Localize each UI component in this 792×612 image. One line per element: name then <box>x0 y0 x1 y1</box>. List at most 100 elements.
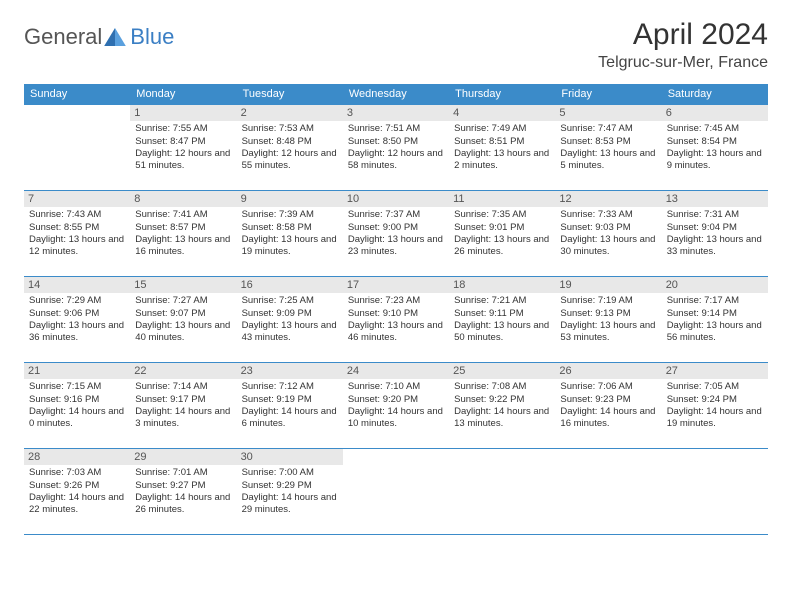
day-number: 30 <box>237 449 343 465</box>
calendar-day-cell: 12Sunrise: 7:33 AMSunset: 9:03 PMDayligh… <box>555 191 661 277</box>
day-info: Sunrise: 7:33 AMSunset: 9:03 PMDaylight:… <box>560 209 656 258</box>
calendar-day-cell: 1 Sunrise: 7:55 AMSunset: 8:47 PMDaylight… <box>130 105 236 191</box>
day-info: Sunrise: 7:39 AMSunset: 8:58 PMDaylight:… <box>242 209 338 258</box>
calendar-day-cell: 18 Sunrise: 7:21 AMSunset: 9:11 PMDayligh… <box>449 277 555 363</box>
logo-text-general: General <box>24 24 102 50</box>
logo-text-blue: Blue <box>130 24 174 50</box>
day-number: 11 <box>449 191 555 207</box>
day-info: Sunrise: 7:51 AMSunset: 8:50 PMDaylight:… <box>348 123 444 172</box>
weekday-header-row: SundayMondayTuesdayWednesdayThursdayFrid… <box>24 84 768 105</box>
day-info: Sunrise: 7:31 AMSunset: 9:04 PMDaylight:… <box>667 209 763 258</box>
day-info: Sunrise: 7:35 AMSunset: 9:01 PMDaylight:… <box>454 209 550 258</box>
day-number: 28 <box>24 449 130 465</box>
weekday-header: Thursday <box>449 84 555 105</box>
day-number: 26 <box>555 363 661 379</box>
weekday-header: Wednesday <box>343 84 449 105</box>
calendar-day-cell: 25 Sunrise: 7:08 AMSunset: 9:22 PMDayligh… <box>449 363 555 449</box>
day-info: Sunrise: 7:05 AMSunset: 9:24 PMDaylight:… <box>667 381 763 430</box>
calendar-day-cell: 29 Sunrise: 7:01 AMSunset: 9:27 PMDayligh… <box>130 449 236 535</box>
day-info: Sunrise: 7:23 AMSunset: 9:10 PMDaylight:… <box>348 295 444 344</box>
calendar-empty-cell <box>343 449 449 535</box>
day-info: Sunrise: 7:06 AMSunset: 9:23 PMDaylight:… <box>560 381 656 430</box>
logo-triangle-icon <box>104 28 126 46</box>
day-number: 6 <box>662 105 768 121</box>
day-number: 21 <box>24 363 130 379</box>
calendar-day-cell: 26 Sunrise: 7:06 AMSunset: 9:23 PMDayligh… <box>555 363 661 449</box>
day-number: 10 <box>343 191 449 207</box>
calendar-day-cell: 15Sunrise: 7:27 AMSunset: 9:07 PMDayligh… <box>130 277 236 363</box>
weekday-header: Monday <box>130 84 236 105</box>
calendar-week-row: 1 Sunrise: 7:55 AMSunset: 8:47 PMDaylight… <box>24 105 768 191</box>
calendar-day-cell: 30 Sunrise: 7:00 AMSunset: 9:29 PMDayligh… <box>237 449 343 535</box>
day-info: Sunrise: 7:00 AMSunset: 9:29 PMDaylight:… <box>242 467 338 516</box>
calendar-day-cell: 16 Sunrise: 7:25 AMSunset: 9:09 PMDayligh… <box>237 277 343 363</box>
day-number: 18 <box>449 277 555 293</box>
calendar-day-cell: 19Sunrise: 7:19 AMSunset: 9:13 PMDayligh… <box>555 277 661 363</box>
day-number: 7 <box>24 191 130 207</box>
calendar-day-cell: 21 Sunrise: 7:15 AMSunset: 9:16 PMDayligh… <box>24 363 130 449</box>
day-info: Sunrise: 7:08 AMSunset: 9:22 PMDaylight:… <box>454 381 550 430</box>
day-number: 14 <box>24 277 130 293</box>
calendar-day-cell: 6 Sunrise: 7:45 AMSunset: 8:54 PMDaylight… <box>662 105 768 191</box>
day-number: 8 <box>130 191 236 207</box>
weekday-header: Tuesday <box>237 84 343 105</box>
day-info: Sunrise: 7:21 AMSunset: 9:11 PMDaylight:… <box>454 295 550 344</box>
day-info: Sunrise: 7:10 AMSunset: 9:20 PMDaylight:… <box>348 381 444 430</box>
calendar-day-cell: 23Sunrise: 7:12 AMSunset: 9:19 PMDayligh… <box>237 363 343 449</box>
calendar-day-cell: 22Sunrise: 7:14 AMSunset: 9:17 PMDayligh… <box>130 363 236 449</box>
day-number: 25 <box>449 363 555 379</box>
day-number: 9 <box>237 191 343 207</box>
calendar-day-cell: 11 Sunrise: 7:35 AMSunset: 9:01 PMDayligh… <box>449 191 555 277</box>
calendar-day-cell: 28 Sunrise: 7:03 AMSunset: 9:26 PMDayligh… <box>24 449 130 535</box>
calendar-day-cell: 8Sunrise: 7:41 AMSunset: 8:57 PMDaylight… <box>130 191 236 277</box>
weekday-header: Friday <box>555 84 661 105</box>
day-info: Sunrise: 7:29 AMSunset: 9:06 PMDaylight:… <box>29 295 125 344</box>
calendar-empty-cell <box>449 449 555 535</box>
day-number: 5 <box>555 105 661 121</box>
day-number: 3 <box>343 105 449 121</box>
weekday-header: Saturday <box>662 84 768 105</box>
day-info: Sunrise: 7:19 AMSunset: 9:13 PMDaylight:… <box>560 295 656 344</box>
day-info: Sunrise: 7:49 AMSunset: 8:51 PMDaylight:… <box>454 123 550 172</box>
day-info: Sunrise: 7:27 AMSunset: 9:07 PMDaylight:… <box>135 295 231 344</box>
weekday-header: Sunday <box>24 84 130 105</box>
day-number: 22 <box>130 363 236 379</box>
day-number: 16 <box>237 277 343 293</box>
day-info: Sunrise: 7:45 AMSunset: 8:54 PMDaylight:… <box>667 123 763 172</box>
month-title: April 2024 <box>598 18 768 52</box>
calendar-empty-cell <box>555 449 661 535</box>
title-block: April 2024 Telgruc-sur-Mer, France <box>598 18 768 72</box>
calendar-day-cell: 3 Sunrise: 7:51 AMSunset: 8:50 PMDaylight… <box>343 105 449 191</box>
day-info: Sunrise: 7:01 AMSunset: 9:27 PMDaylight:… <box>135 467 231 516</box>
day-info: Sunrise: 7:47 AMSunset: 8:53 PMDaylight:… <box>560 123 656 172</box>
day-info: Sunrise: 7:15 AMSunset: 9:16 PMDaylight:… <box>29 381 125 430</box>
calendar-day-cell: 17 Sunrise: 7:23 AMSunset: 9:10 PMDayligh… <box>343 277 449 363</box>
day-number: 1 <box>130 105 236 121</box>
calendar-day-cell: 7Sunrise: 7:43 AMSunset: 8:55 PMDaylight… <box>24 191 130 277</box>
day-info: Sunrise: 7:03 AMSunset: 9:26 PMDaylight:… <box>29 467 125 516</box>
calendar-day-cell: 27Sunrise: 7:05 AMSunset: 9:24 PMDayligh… <box>662 363 768 449</box>
calendar-day-cell: 10 Sunrise: 7:37 AMSunset: 9:00 PMDayligh… <box>343 191 449 277</box>
calendar-day-cell: 13Sunrise: 7:31 AMSunset: 9:04 PMDayligh… <box>662 191 768 277</box>
day-info: Sunrise: 7:55 AMSunset: 8:47 PMDaylight:… <box>135 123 231 172</box>
calendar-day-cell: 24 Sunrise: 7:10 AMSunset: 9:20 PMDayligh… <box>343 363 449 449</box>
calendar-day-cell: 14 Sunrise: 7:29 AMSunset: 9:06 PMDayligh… <box>24 277 130 363</box>
day-info: Sunrise: 7:17 AMSunset: 9:14 PMDaylight:… <box>667 295 763 344</box>
calendar-week-row: 7Sunrise: 7:43 AMSunset: 8:55 PMDaylight… <box>24 191 768 277</box>
day-info: Sunrise: 7:25 AMSunset: 9:09 PMDaylight:… <box>242 295 338 344</box>
calendar-day-cell: 4Sunrise: 7:49 AMSunset: 8:51 PMDaylight… <box>449 105 555 191</box>
day-number: 23 <box>237 363 343 379</box>
day-info: Sunrise: 7:53 AMSunset: 8:48 PMDaylight:… <box>242 123 338 172</box>
calendar-body: 1 Sunrise: 7:55 AMSunset: 8:47 PMDaylight… <box>24 105 768 535</box>
location: Telgruc-sur-Mer, France <box>598 54 768 72</box>
day-number: 29 <box>130 449 236 465</box>
calendar-week-row: 28 Sunrise: 7:03 AMSunset: 9:26 PMDayligh… <box>24 449 768 535</box>
day-info: Sunrise: 7:37 AMSunset: 9:00 PMDaylight:… <box>348 209 444 258</box>
calendar-day-cell: 5 Sunrise: 7:47 AMSunset: 8:53 PMDaylight… <box>555 105 661 191</box>
day-number: 17 <box>343 277 449 293</box>
calendar-day-cell: 9 Sunrise: 7:39 AMSunset: 8:58 PMDaylight… <box>237 191 343 277</box>
day-number: 24 <box>343 363 449 379</box>
calendar-table: SundayMondayTuesdayWednesdayThursdayFrid… <box>24 84 768 535</box>
calendar-day-cell: 2 Sunrise: 7:53 AMSunset: 8:48 PMDaylight… <box>237 105 343 191</box>
day-number: 2 <box>237 105 343 121</box>
